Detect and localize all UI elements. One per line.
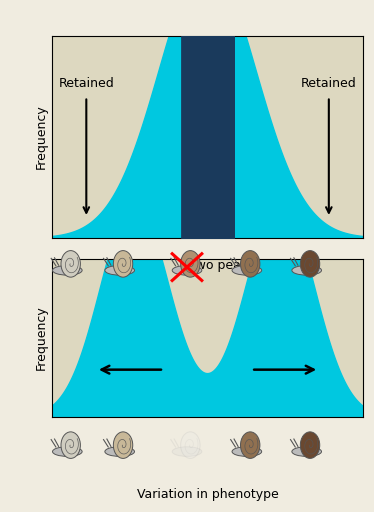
Text: Retained: Retained — [301, 77, 357, 90]
Text: Variation in phenotype: Variation in phenotype — [137, 488, 279, 501]
Text: Retained: Retained — [58, 77, 114, 90]
Y-axis label: Frequency: Frequency — [35, 306, 48, 370]
Text: Two peaks: Two peaks — [190, 259, 254, 272]
Y-axis label: Frequency: Frequency — [35, 104, 48, 169]
Text: Eliminated: Eliminated — [0, 511, 1, 512]
